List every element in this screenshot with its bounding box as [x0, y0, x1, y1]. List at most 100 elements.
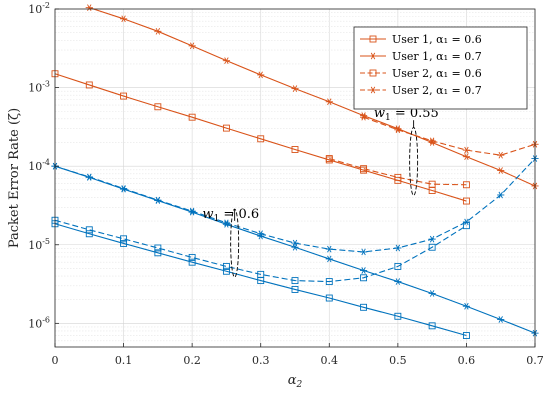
data-point	[462, 181, 470, 189]
data-point-stroke	[224, 57, 229, 65]
data-point-stroke	[327, 255, 332, 263]
data-point-stroke	[224, 219, 229, 227]
y-tick-label: 10-3	[28, 80, 50, 95]
data-point-stroke	[87, 173, 92, 181]
data-point	[369, 69, 377, 77]
data-point	[291, 277, 299, 285]
data-point-stroke	[87, 4, 92, 12]
y-tick-label: 10-4	[28, 158, 50, 173]
data-point	[85, 226, 93, 234]
data-point	[325, 294, 333, 302]
data-point-stroke	[498, 151, 503, 159]
y-tick-label: 10-5	[28, 237, 50, 252]
data-point	[428, 180, 436, 188]
data-point	[497, 191, 505, 199]
legend: User 1, α₁ = 0.6 User 1, α₁ = 0.7 User 2, …	[353, 26, 528, 110]
x-tick-label: 0.3	[252, 354, 270, 367]
series	[325, 155, 470, 189]
data-point	[325, 245, 333, 253]
data-point-stroke	[429, 137, 435, 145]
y-tick-label: 10-2	[28, 1, 50, 16]
data-point	[325, 255, 333, 263]
series-line	[54, 223, 467, 337]
data-point	[85, 230, 93, 238]
data-point	[257, 230, 265, 238]
annotation-label: w1 = 0.6	[202, 207, 259, 224]
data-point-stroke	[155, 196, 161, 204]
data-point-stroke	[395, 126, 401, 134]
data-point	[428, 322, 436, 330]
series	[51, 155, 539, 256]
data-point	[369, 35, 377, 43]
data-point	[154, 249, 162, 257]
series-line	[54, 219, 467, 283]
data-point-stroke	[429, 235, 435, 243]
x-tick-label: 0.2	[183, 354, 201, 367]
series-line	[89, 7, 536, 187]
data-point-stroke	[258, 230, 263, 238]
data-point-stroke	[327, 98, 332, 106]
data-point	[462, 153, 471, 161]
data-point	[360, 165, 368, 173]
data-point-stroke	[121, 185, 126, 192]
data-point	[394, 262, 402, 270]
data-point-stroke	[464, 218, 469, 226]
legend-label: User 2, α₁ = 0.6	[392, 67, 482, 80]
data-point	[154, 244, 162, 252]
x-tick-label: 0	[52, 354, 59, 367]
data-point	[428, 235, 436, 243]
data-point-stroke	[361, 267, 366, 274]
data-point	[394, 126, 402, 134]
annotations: w1 = 0.55 w1 = 0.6	[202, 106, 439, 278]
data-point	[360, 303, 368, 311]
data-point	[325, 278, 333, 286]
x-tick-label: 0.5	[389, 354, 407, 367]
plot-frame	[54, 8, 536, 348]
data-point	[394, 278, 402, 285]
data-point-stroke	[189, 207, 195, 215]
x-tick-label: 0.7	[526, 354, 544, 367]
data-point-stroke	[189, 208, 195, 216]
data-point	[222, 220, 231, 228]
data-point	[291, 85, 299, 92]
data-point-stroke	[395, 125, 401, 133]
data-point	[428, 243, 436, 251]
data-point	[359, 113, 368, 121]
ticks: 0 0.1 0.2 0.3 0.4 0.5 0.6 0.7 10-6 10-5 10-4 10-3 10…	[28, 1, 544, 367]
data-point-stroke	[258, 71, 263, 79]
data-point-stroke	[155, 27, 161, 35]
data-point	[394, 312, 402, 320]
data-point-stroke	[498, 316, 503, 323]
data-point	[497, 151, 505, 159]
data-point	[222, 57, 231, 65]
data-point	[325, 155, 333, 163]
series	[51, 220, 470, 339]
data-point-stroke	[370, 86, 376, 94]
data-point	[257, 270, 265, 278]
data-point	[119, 185, 128, 192]
series	[51, 216, 470, 286]
data-point-stroke	[361, 112, 366, 119]
series	[85, 4, 539, 190]
data-point	[222, 262, 230, 270]
data-point	[188, 113, 196, 121]
data-point	[188, 207, 196, 215]
data-point	[291, 239, 299, 247]
data-point-stroke	[121, 15, 126, 23]
x-axis-label: α2	[288, 373, 303, 390]
data-point	[291, 285, 299, 293]
data-point-stroke	[189, 42, 195, 50]
data-point	[222, 124, 230, 132]
data-point	[462, 332, 470, 339]
legend-box	[353, 26, 528, 110]
x-tick-label: 0.4	[321, 354, 339, 367]
x-tick-label: 0.1	[115, 354, 133, 367]
y-axis-label: Packet Error Rate (ζ)	[7, 108, 22, 248]
series-line	[363, 116, 536, 156]
data-point	[369, 86, 377, 94]
data-point	[119, 15, 128, 23]
data-point-stroke	[292, 239, 298, 247]
data-point	[325, 98, 333, 106]
series-line	[329, 158, 467, 186]
